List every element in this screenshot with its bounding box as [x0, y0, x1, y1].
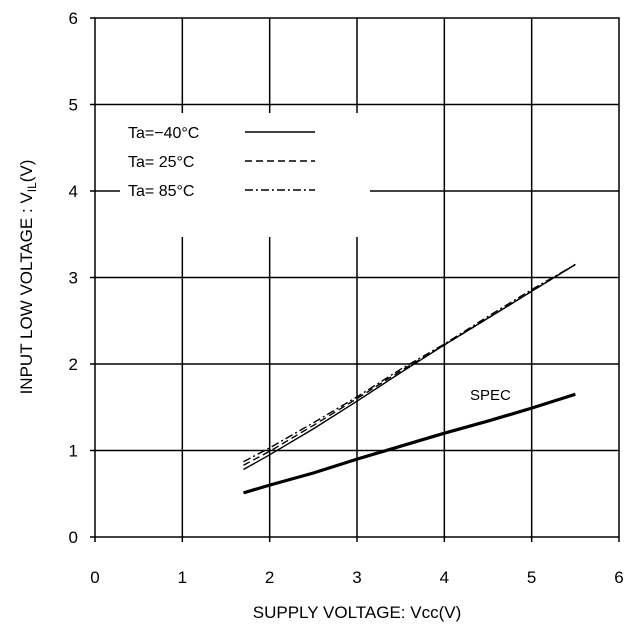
legend: Ta=−40°C Ta= 25°C Ta= 85°C	[120, 113, 370, 237]
tick-labels: 0 1 2 3 4 5 6 0 1 2 3 4 5 6	[69, 9, 624, 587]
x-tick-label: 2	[265, 568, 274, 587]
ticks	[90, 17, 620, 542]
legend-label-2: Ta= 25°C	[128, 154, 194, 171]
y-axis-title: INPUT LOW VOLTAGE : VIL(V)	[17, 160, 39, 395]
spec-label: SPEC	[470, 387, 511, 404]
y-tick-label: 3	[69, 269, 78, 288]
y-tick-label: 0	[69, 528, 78, 547]
legend-background	[120, 113, 370, 237]
y-tick-label: 6	[69, 9, 78, 28]
x-tick-label: 0	[90, 568, 99, 587]
spec-layer	[243, 392, 576, 495]
x-tick-label: 1	[178, 568, 187, 587]
series-line-2	[243, 263, 576, 466]
series-line-3	[243, 263, 576, 463]
x-tick-label: 4	[440, 568, 449, 587]
x-axis-title: SUPPLY VOLTAGE: Vcc(V)	[253, 603, 461, 622]
spec-line	[243, 392, 576, 495]
y-tick-label: 5	[69, 96, 78, 115]
legend-label-1: Ta=−40°C	[128, 125, 199, 142]
series-layer	[243, 263, 576, 471]
legend-label-3: Ta= 85°C	[128, 183, 194, 200]
y-axis-title-unit: (V)	[17, 160, 36, 183]
x-tick-label: 3	[352, 568, 361, 587]
y-axis-title-subscript: IL	[25, 182, 39, 192]
y-tick-label: 2	[69, 355, 78, 374]
x-tick-label: 5	[527, 568, 536, 587]
y-tick-label: 1	[69, 442, 78, 461]
x-tick-label: 6	[614, 568, 623, 587]
y-axis-title-main: INPUT LOW VOLTAGE : V	[17, 192, 36, 395]
y-tick-label: 4	[69, 182, 78, 201]
series-line-1	[243, 263, 576, 471]
